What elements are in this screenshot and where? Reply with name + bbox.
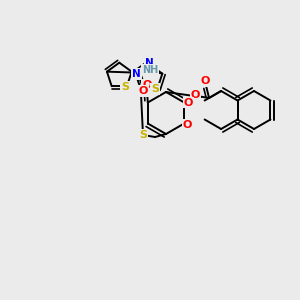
Text: O: O <box>200 76 210 86</box>
Text: O: O <box>184 98 193 107</box>
Text: N: N <box>145 58 153 68</box>
Text: O: O <box>139 86 148 96</box>
Text: N: N <box>132 69 141 79</box>
Text: O: O <box>142 80 152 89</box>
Text: S: S <box>151 84 159 94</box>
Text: S: S <box>139 130 147 140</box>
Text: O: O <box>182 119 192 130</box>
Text: NH: NH <box>142 65 158 75</box>
Text: O: O <box>190 90 200 100</box>
Text: S: S <box>121 82 129 92</box>
